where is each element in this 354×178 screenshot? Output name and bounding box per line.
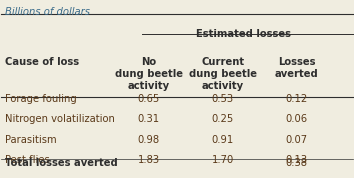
Text: Cause of loss: Cause of loss: [5, 57, 79, 67]
Text: Forage fouling: Forage fouling: [5, 94, 77, 104]
Text: Pest flies: Pest flies: [5, 155, 50, 165]
Text: Total losses averted: Total losses averted: [5, 158, 118, 168]
Text: 0.06: 0.06: [285, 114, 308, 124]
Text: 0.07: 0.07: [285, 135, 308, 145]
Text: 0.53: 0.53: [212, 94, 234, 104]
Text: Parasitism: Parasitism: [5, 135, 57, 145]
Text: Estimated losses: Estimated losses: [196, 29, 291, 39]
Text: Current
dung beetle
activity: Current dung beetle activity: [189, 57, 257, 91]
Text: 0.25: 0.25: [212, 114, 234, 124]
Text: Losses
averted: Losses averted: [275, 57, 318, 79]
Text: 1.83: 1.83: [138, 155, 160, 165]
Text: 0.13: 0.13: [285, 155, 308, 165]
Text: 1.70: 1.70: [212, 155, 234, 165]
Text: No
dung beetle
activity: No dung beetle activity: [115, 57, 183, 91]
Text: 0.65: 0.65: [138, 94, 160, 104]
Text: 0.38: 0.38: [285, 158, 307, 168]
Text: Nitrogen volatilization: Nitrogen volatilization: [5, 114, 115, 124]
Text: Billions of dollars: Billions of dollars: [5, 7, 90, 17]
Text: 0.91: 0.91: [212, 135, 234, 145]
Text: 0.31: 0.31: [138, 114, 160, 124]
Text: 0.98: 0.98: [138, 135, 160, 145]
Text: 0.12: 0.12: [285, 94, 308, 104]
